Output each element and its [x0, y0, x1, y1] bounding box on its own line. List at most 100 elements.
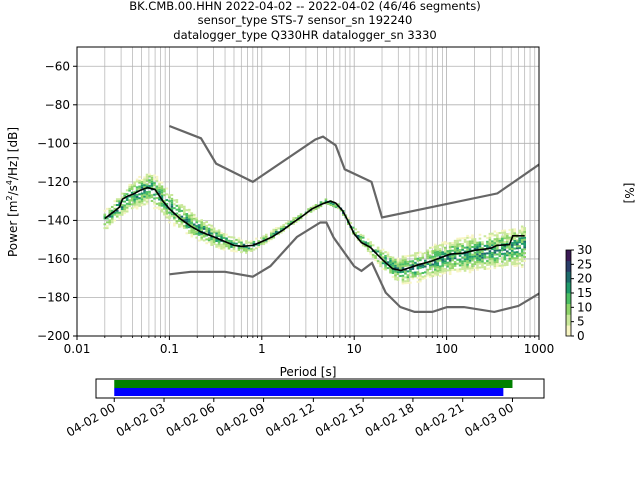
pdf-cell	[401, 280, 405, 283]
pdf-cell	[419, 276, 422, 279]
pdf-cell	[150, 199, 154, 202]
pdf-cell	[466, 234, 469, 237]
pdf-cell	[140, 180, 144, 183]
pdf-cell	[148, 192, 151, 195]
pdf-cell	[394, 266, 397, 269]
pdf-cell	[185, 224, 189, 227]
pdf-cell	[496, 237, 499, 240]
pdf-cell	[237, 241, 241, 244]
pdf-cell	[143, 191, 146, 194]
pdf-cell	[476, 251, 479, 254]
pdf-cell	[436, 264, 440, 267]
pdf-cell	[180, 206, 184, 209]
pdf-cell	[113, 204, 117, 207]
pdf-cell	[436, 269, 440, 272]
pdf-cell	[391, 260, 395, 263]
pdf-cell	[265, 235, 268, 238]
pdf-cell	[438, 253, 442, 256]
pdf-cell	[443, 271, 447, 274]
pdf-cell	[471, 267, 474, 270]
pdf-cell	[148, 173, 151, 176]
pdf-cell	[183, 219, 186, 222]
pdf-cell	[108, 221, 112, 224]
pdf-cell	[225, 237, 228, 240]
pdf-cell	[262, 241, 266, 244]
pdf-cell	[384, 258, 387, 261]
pdf-cell	[458, 239, 462, 242]
pdf-cell	[138, 179, 141, 182]
pdf-cell	[356, 231, 360, 234]
pdf-cell	[513, 228, 517, 231]
pdf-cell	[148, 194, 151, 197]
pdf-cell	[481, 254, 484, 257]
pdf-cell	[488, 244, 492, 247]
pdf-cell	[262, 235, 266, 238]
pdf-cell	[416, 265, 420, 268]
pdf-cell	[501, 231, 504, 234]
pdf-cell	[376, 262, 380, 265]
pdf-cell	[389, 269, 392, 272]
pdf-cell	[153, 178, 156, 181]
pdf-cell	[414, 254, 417, 257]
pdf-cell	[215, 232, 218, 235]
pdf-cell	[105, 207, 109, 210]
pdf-cell	[205, 234, 208, 237]
pdf-cell	[178, 219, 181, 222]
pdf-cell	[476, 241, 479, 244]
pdf-cell	[488, 250, 492, 253]
pdf-cell	[461, 243, 464, 246]
pdf-cell	[493, 249, 497, 252]
pdf-cell	[339, 209, 343, 212]
pdf-cell	[396, 271, 400, 274]
pdf-cell	[110, 215, 114, 218]
pdf-cell	[473, 247, 477, 250]
pdf-cell	[468, 244, 472, 247]
pdf-cell	[257, 240, 261, 243]
pdf-cell	[140, 204, 144, 207]
pdf-cell	[431, 255, 435, 258]
pdf-cell	[451, 255, 454, 258]
pdf-cell	[207, 227, 211, 230]
pdf-cell	[476, 243, 479, 246]
pdf-cell	[118, 202, 122, 205]
pdf-cell	[486, 248, 489, 251]
pdf-cell	[115, 213, 119, 216]
pdf-cell	[493, 251, 497, 254]
pdf-cell	[428, 262, 432, 265]
pdf-cell	[337, 203, 340, 206]
pdf-cell	[476, 255, 479, 258]
pdf-cell	[488, 234, 492, 237]
pdf-cell	[153, 182, 156, 185]
pdf-cell	[443, 242, 447, 245]
pdf-cell	[505, 261, 509, 264]
pdf-cell	[448, 242, 452, 245]
pdf-cell	[428, 273, 432, 276]
pdf-cell	[426, 249, 430, 252]
pdf-cell	[173, 207, 176, 210]
pdf-cell	[202, 235, 206, 238]
pdf-cell	[515, 253, 519, 256]
pdf-cell	[210, 240, 213, 243]
x-tick-label: 1	[258, 342, 266, 356]
pdf-cell	[419, 280, 422, 283]
pdf-cell	[175, 222, 179, 225]
pdf-cell	[160, 200, 164, 203]
pdf-cell	[103, 209, 107, 212]
pdf-cell	[468, 255, 472, 258]
pdf-cell	[386, 261, 390, 264]
pdf-cell	[396, 273, 400, 276]
pdf-cell	[135, 178, 139, 181]
pdf-cell	[128, 185, 131, 188]
pdf-cell	[235, 250, 238, 253]
pdf-cell	[486, 256, 489, 259]
pdf-cell	[461, 248, 464, 251]
pdf-cell	[493, 265, 497, 268]
pdf-cell	[448, 265, 452, 268]
pdf-cell	[505, 235, 509, 238]
pdf-cell	[168, 215, 171, 218]
pdf-cell	[269, 232, 273, 235]
pdf-cell	[421, 252, 425, 255]
pdf-cell	[200, 232, 204, 235]
pdf-cell	[130, 203, 134, 206]
pdf-cell	[165, 216, 169, 219]
